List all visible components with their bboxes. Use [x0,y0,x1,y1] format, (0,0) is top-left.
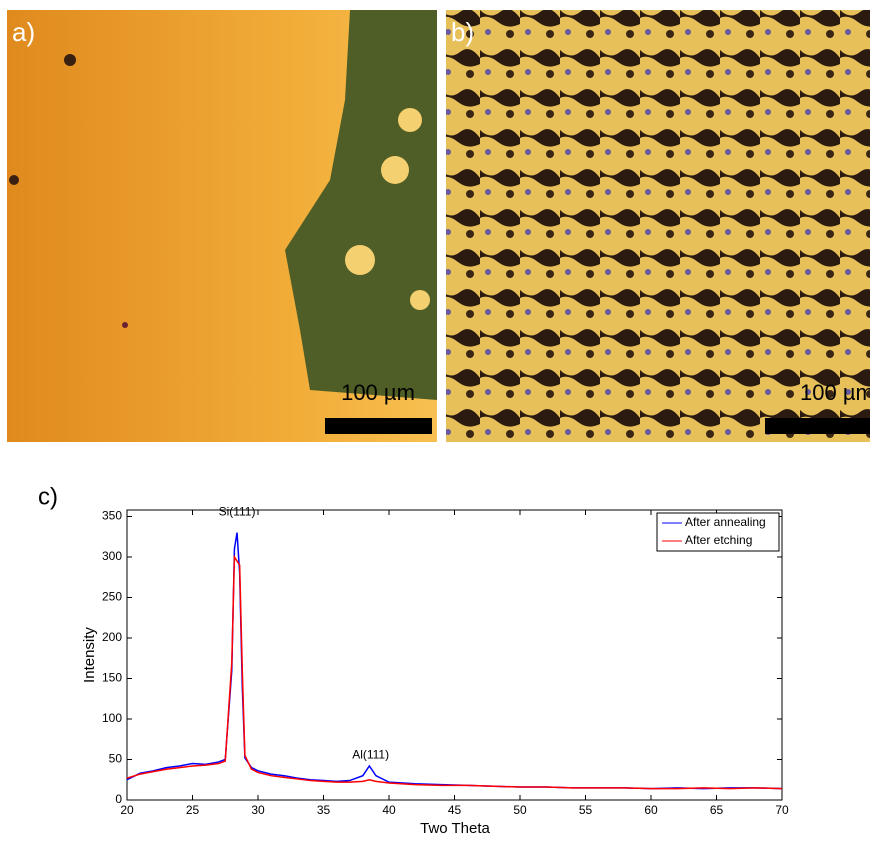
scale-bar-label: 100 µm [341,380,415,405]
x-tick-label: 50 [513,803,527,817]
x-tick-label: 45 [448,803,462,817]
y-tick-label: 350 [102,509,122,523]
x-tick-label: 35 [317,803,331,817]
x-tick-label: 40 [382,803,396,817]
panel-label: b) [451,17,474,47]
annotation: Si(111) [219,505,256,519]
y-tick-label: 150 [102,671,122,685]
x-tick-label: 20 [120,803,134,817]
y-tick-label: 250 [102,590,122,604]
legend-label: After etching [685,533,752,547]
y-tick-label: 300 [102,549,122,563]
y-tick-label: 200 [102,630,122,644]
x-tick-label: 30 [251,803,265,817]
y-tick-label: 100 [102,711,122,725]
x-axis-label: Two Theta [420,820,490,837]
x-tick-label: 70 [775,803,789,817]
legend-label: After annealing [685,515,766,529]
data-line [127,557,782,789]
panel-label: a) [12,17,35,47]
page: a) 100 µm b) 100 µm c) Two Theta Intensi… [0,0,870,845]
x-tick-label: 55 [579,803,593,817]
scale-bar-label: 100 µm [800,380,870,405]
panel-label: c) [38,483,58,510]
x-tick-label: 65 [710,803,724,817]
annotation: Al(111) [352,748,389,762]
x-tick-label: 25 [186,803,200,817]
micrograph-a: a) 100 µm [7,10,437,442]
figure: a) 100 µm b) 100 µm c) Two Theta Intensi… [0,0,870,840]
y-tick-label: 50 [109,752,123,766]
y-axis-label: Intensity [81,627,98,683]
micrograph-b: b) 100 µm [446,10,870,442]
x-tick-label: 60 [644,803,658,817]
